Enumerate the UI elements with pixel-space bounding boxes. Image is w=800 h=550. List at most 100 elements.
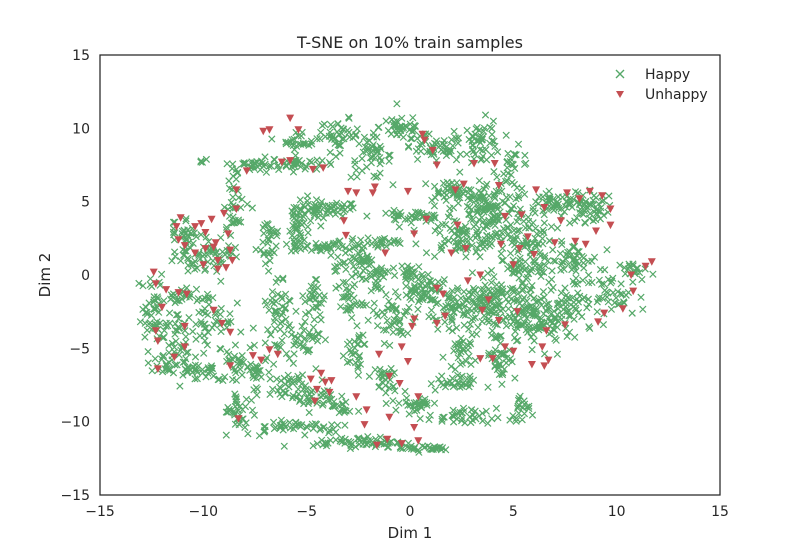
unhappy-point: [488, 355, 497, 363]
x-tick-label: 0: [406, 504, 415, 520]
legend-unhappy-marker: [616, 91, 624, 98]
unhappy-point: [372, 441, 381, 450]
unhappy-point: [441, 312, 450, 321]
unhappy-point: [176, 214, 185, 222]
unhappy-point: [226, 246, 235, 255]
unhappy-point: [397, 440, 406, 448]
unhappy-point: [201, 245, 210, 253]
unhappy-point: [414, 437, 423, 445]
happy-series: [135, 100, 657, 456]
unhappy-point: [213, 256, 222, 265]
unhappy-point: [509, 261, 518, 269]
unhappy-point: [532, 186, 541, 194]
unhappy-point: [228, 256, 237, 265]
unhappy-point: [265, 346, 274, 354]
unhappy-point: [211, 239, 220, 247]
unhappy-point: [257, 356, 266, 365]
unhappy-point: [232, 205, 241, 213]
unhappy-point: [321, 378, 330, 387]
y-tick-label: 10: [72, 121, 90, 137]
unhappy-point: [191, 223, 200, 231]
unhappy-point: [232, 186, 241, 194]
x-axis-label: Dim 1: [388, 524, 433, 542]
legend-happy-marker: [615, 69, 625, 79]
unhappy-point: [226, 328, 235, 337]
unhappy-point: [217, 319, 226, 328]
chart-title: T-SNE on 10% train samples: [296, 33, 523, 52]
unhappy-point: [397, 343, 406, 351]
unhappy-point: [201, 228, 210, 237]
unhappy-point: [180, 242, 189, 250]
x-tick-label: −10: [189, 504, 219, 520]
y-tick-label: −5: [69, 341, 90, 357]
unhappy-point: [209, 306, 218, 315]
unhappy-point: [385, 372, 394, 381]
unhappy-point: [432, 161, 441, 169]
unhappy-point: [286, 157, 295, 165]
unhappy-point: [523, 233, 532, 241]
unhappy-point: [432, 284, 441, 293]
unhappy-point: [538, 343, 547, 351]
unhappy-point: [182, 290, 191, 299]
unhappy-point: [174, 289, 183, 297]
unhappy-point: [306, 375, 315, 384]
unhappy-point: [319, 164, 328, 172]
y-axis-ticks: −15 −10 −5 0 5 10 15: [60, 48, 90, 504]
unhappy-point: [592, 227, 600, 235]
unhappy-point: [496, 240, 505, 249]
unhappy-point: [226, 362, 235, 370]
unhappy-point: [563, 189, 572, 197]
legend-happy-label: Happy: [645, 67, 690, 83]
unhappy-point: [277, 158, 286, 167]
unhappy-point: [484, 296, 493, 304]
x-tick-label: 5: [509, 504, 518, 520]
unhappy-point: [540, 362, 549, 370]
unhappy-point: [513, 308, 522, 316]
unhappy-point: [199, 261, 208, 269]
unhappy-point: [556, 217, 565, 225]
unhappy-point: [581, 240, 590, 249]
y-axis-label: Dim 2: [36, 253, 54, 298]
unhappy-point: [222, 264, 231, 272]
unhappy-point: [501, 343, 510, 351]
unhappy-point: [224, 230, 233, 238]
unhappy-point: [162, 286, 171, 294]
unhappy-point: [370, 183, 379, 191]
unhappy-point: [517, 211, 526, 219]
unhappy-point: [153, 365, 162, 373]
unhappy-point: [310, 397, 319, 406]
unhappy-point: [410, 424, 419, 432]
unhappy-point: [317, 369, 326, 378]
unhappy-point: [461, 245, 470, 253]
unhappy-point: [313, 385, 321, 394]
unhappy-point: [385, 413, 394, 422]
unhappy-point: [375, 350, 383, 359]
unhappy-point: [352, 393, 361, 401]
unhappy-point: [339, 217, 348, 225]
y-tick-label: 0: [81, 268, 90, 284]
unhappy-point: [170, 353, 179, 362]
unhappy-point: [158, 303, 166, 312]
unhappy-point: [451, 186, 460, 194]
unhappy-point: [259, 127, 268, 136]
legend: Happy Unhappy: [615, 67, 708, 103]
unhappy-point: [174, 236, 183, 244]
unhappy-point: [432, 319, 441, 328]
unhappy-point: [575, 195, 584, 203]
plot-frame: [99, 54, 721, 496]
unhappy-point: [265, 126, 274, 134]
unhappy-point: [618, 305, 627, 313]
unhappy-point: [476, 355, 485, 363]
unhappy-point: [360, 421, 369, 429]
unhappy-point: [420, 136, 429, 145]
unhappy-point: [627, 271, 636, 279]
unhappy-point: [220, 209, 228, 218]
legend-item-happy: Happy: [615, 67, 690, 83]
unhappy-series: [149, 114, 656, 450]
unhappy-point: [180, 343, 189, 351]
unhappy-point: [403, 187, 412, 196]
unhappy-point: [286, 114, 295, 123]
unhappy-point: [453, 221, 462, 230]
unhappy-point: [248, 352, 257, 360]
